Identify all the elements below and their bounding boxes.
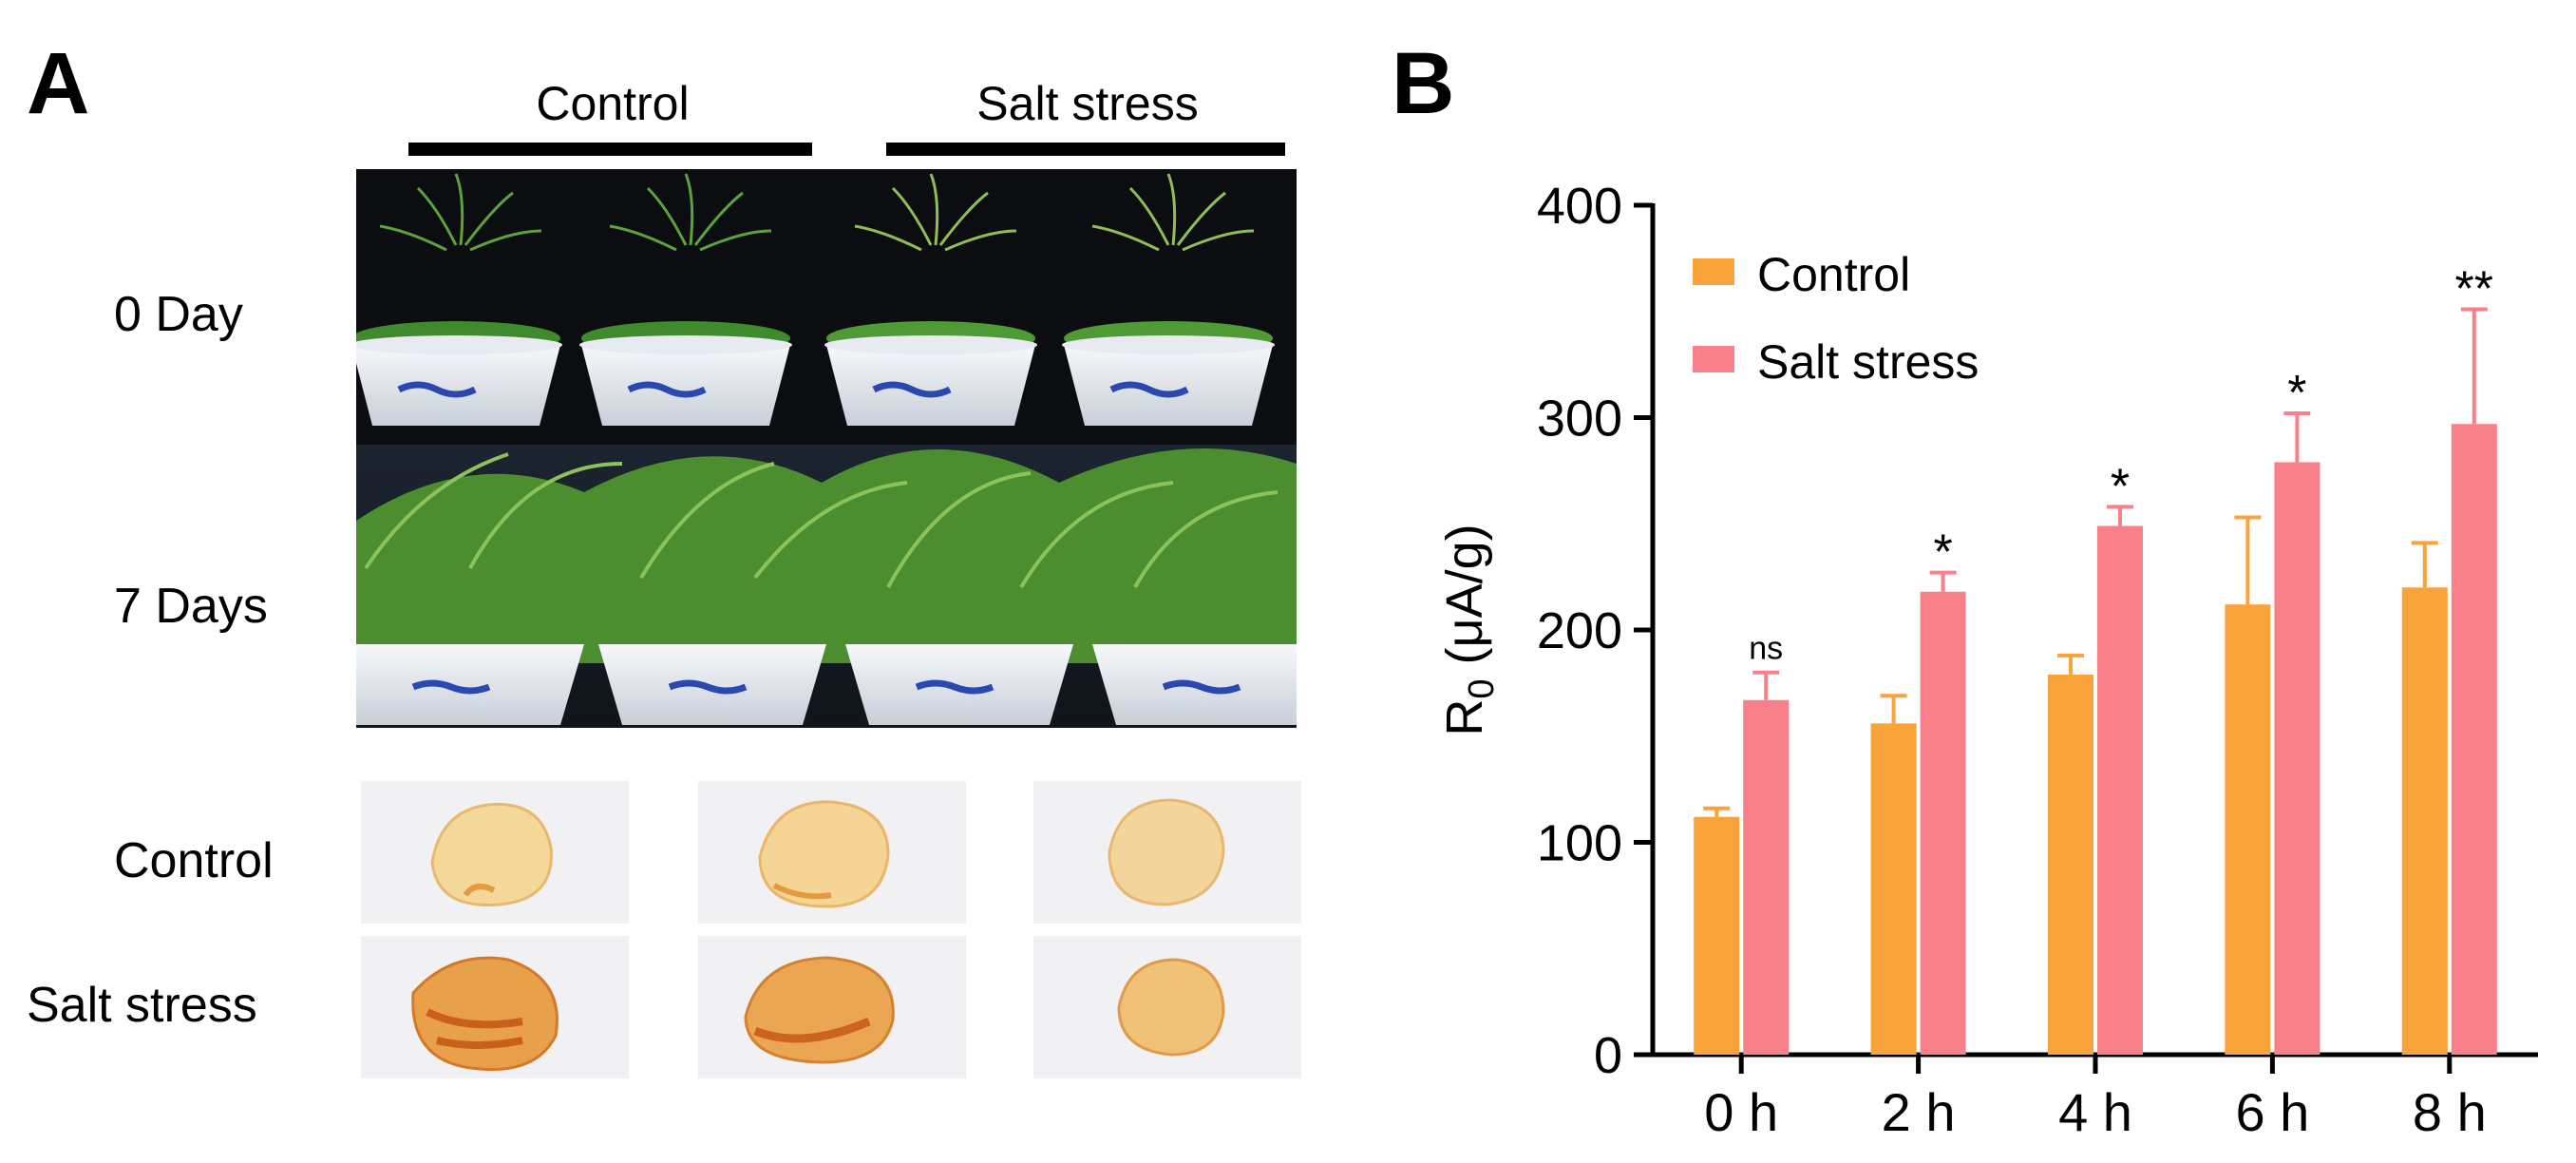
- leaf-photo-salt-2: [698, 936, 966, 1078]
- bar-salt-stress: [2451, 424, 2497, 1056]
- legend-swatch: [1693, 346, 1734, 372]
- leaf-photo-salt-1: [361, 936, 629, 1078]
- bar-control: [2225, 604, 2271, 1055]
- y-tick-label: 100: [1537, 815, 1622, 872]
- significance-label: *: [2287, 366, 2306, 421]
- bar-chart: 0 100 200 300 400 R0 (μA/g) 0 h ns 2 h * 4 h * 6 h * 8…: [1436, 178, 2538, 1142]
- x-tick-label: 8 h: [2413, 1082, 2487, 1142]
- x-tick-label: 4 h: [2058, 1082, 2132, 1142]
- y-tick-label: 400: [1537, 178, 1622, 235]
- panel-b-letter: B: [1392, 35, 1455, 132]
- bar-control: [1694, 816, 1740, 1055]
- bar-control: [2401, 587, 2448, 1055]
- condition-bar-salt-stress: [886, 143, 1285, 156]
- y-axis-label: R0 (μA/g): [1436, 524, 1502, 735]
- x-tick-label: 0 h: [1704, 1082, 1778, 1142]
- plant-illustration: [356, 169, 1297, 728]
- row-label-0-day: 0 Day: [114, 287, 243, 342]
- bar-salt-stress: [2274, 462, 2320, 1055]
- condition-label-control: Control: [536, 77, 690, 130]
- condition-label-salt-stress: Salt stress: [976, 77, 1199, 130]
- significance-label: *: [2111, 459, 2130, 514]
- bar-control: [1870, 723, 1917, 1055]
- row-label-leaf-salt-stress: Salt stress: [27, 978, 257, 1033]
- bar-salt-stress: [2097, 525, 2143, 1055]
- significance-label: **: [2455, 262, 2493, 317]
- chart-bars: [1694, 307, 2497, 1056]
- bar-control: [2048, 674, 2093, 1055]
- panel-a-letter: A: [27, 35, 90, 132]
- chart-legend: Control Salt stress: [1693, 248, 1979, 389]
- row-label-leaf-control: Control: [114, 833, 274, 888]
- chart-axes: [1634, 202, 2538, 1074]
- row-label-7-days: 7 Days: [114, 579, 268, 634]
- bar-salt-stress: [1920, 591, 1966, 1055]
- leaf-photo-salt-3: [1033, 936, 1301, 1078]
- y-tick-label: 0: [1594, 1027, 1622, 1084]
- chart-labels: 0 100 200 300 400 R0 (μA/g) 0 h ns 2 h * 4 h * 6 h * 8…: [1436, 178, 2493, 1142]
- y-tick-label: 300: [1537, 391, 1622, 448]
- plant-photo: [356, 169, 1297, 728]
- significance-label: *: [1933, 525, 1952, 581]
- leaf-photo-control-3: [1033, 781, 1301, 924]
- leaf-photo-control-2: [698, 781, 966, 924]
- y-tick-label: 200: [1537, 602, 1622, 659]
- legend-swatch: [1693, 258, 1734, 285]
- significance-label: ns: [1749, 631, 1783, 667]
- x-tick-label: 6 h: [2235, 1082, 2309, 1142]
- leaf-photo-control-1: [361, 781, 629, 924]
- x-tick-label: 2 h: [1882, 1082, 1956, 1142]
- condition-bar-control: [408, 143, 812, 156]
- bar-salt-stress: [1743, 699, 1790, 1055]
- legend-label: Control: [1757, 248, 1910, 301]
- legend-label: Salt stress: [1757, 335, 1979, 389]
